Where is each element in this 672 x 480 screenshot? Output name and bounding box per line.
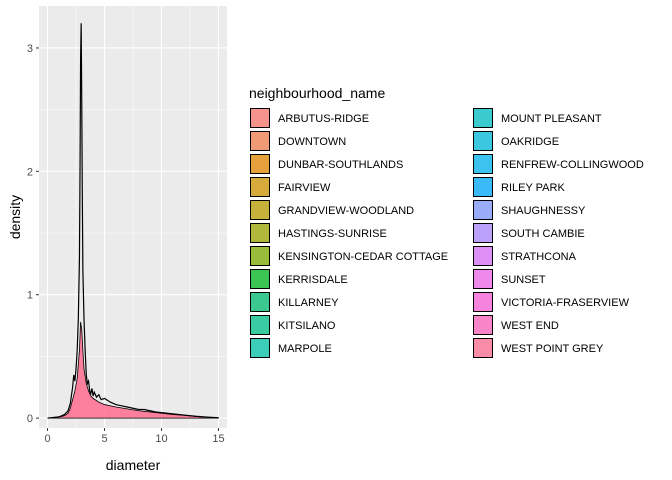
legend-key-swatch: [250, 200, 270, 220]
legend-item: DOWNTOWN: [250, 131, 346, 151]
legend-label: DOWNTOWN: [278, 136, 346, 148]
legend-title: neighbourhood_name: [249, 85, 385, 101]
legend-label: FAIRVIEW: [278, 182, 331, 194]
legend-item: WEST POINT GREY: [473, 338, 604, 358]
legend-key-swatch: [250, 246, 270, 266]
legend-item: ARBUTUS-RIDGE: [250, 108, 369, 128]
legend-item: OAKRIDGE: [473, 131, 559, 151]
legend-label: KILLARNEY: [278, 297, 339, 309]
legend-label: DUNBAR-SOUTHLANDS: [278, 159, 403, 171]
legend-key-swatch: [250, 292, 270, 312]
legend-label: KERRISDALE: [278, 274, 348, 286]
legend-key-swatch: [250, 154, 270, 174]
legend-key-swatch: [250, 269, 270, 289]
legend-key-swatch: [250, 177, 270, 197]
legend-item: VICTORIA-FRASERVIEW: [473, 292, 630, 312]
y-tick-label: 1: [27, 290, 33, 302]
legend-label: KITSILANO: [278, 320, 336, 332]
legend-key-swatch: [473, 338, 493, 358]
legend-label: WEST END: [501, 320, 559, 332]
legend-label: STRATHCONA: [501, 251, 577, 263]
x-tick-label: 5: [101, 433, 107, 445]
legend-label: SOUTH CAMBIE: [501, 228, 585, 240]
legend-item: STRATHCONA: [473, 246, 577, 266]
legend-item: SHAUGHNESSY: [473, 200, 586, 220]
legend-item: KILLARNEY: [250, 292, 339, 312]
legend-key-swatch: [473, 177, 493, 197]
legend-key-swatch: [473, 246, 493, 266]
legend-item: FAIRVIEW: [250, 177, 331, 197]
legend-item: HASTINGS-SUNRISE: [250, 223, 387, 243]
legend-label: RENFREW-COLLINGWOOD: [501, 159, 644, 171]
legend-label: MOUNT PLEASANT: [501, 113, 602, 125]
density-outline-line: [47, 23, 219, 419]
legend-item: WEST END: [473, 315, 559, 335]
legend-key-swatch: [250, 223, 270, 243]
legend-key-swatch: [473, 315, 493, 335]
legend-item: KITSILANO: [250, 315, 336, 335]
legend-item: RILEY PARK: [473, 177, 565, 197]
legend-label: SHAUGHNESSY: [501, 205, 586, 217]
legend-key-swatch: [473, 223, 493, 243]
y-tick-label: 2: [27, 166, 33, 178]
legend-key-swatch: [473, 154, 493, 174]
x-tick-label: 0: [44, 433, 50, 445]
legend: neighbourhood_name ARBUTUS-RIDGE DOWNTOWN…: [249, 85, 644, 358]
legend-item: KENSINGTON-CEDAR COTTAGE: [250, 246, 448, 266]
legend-key-swatch: [473, 269, 493, 289]
legend-item: DUNBAR-SOUTHLANDS: [250, 154, 403, 174]
axes: 0 5 10 15 0 1 2 3: [27, 43, 225, 445]
y-tick-label: 3: [27, 43, 33, 55]
legend-label: ARBUTUS-RIDGE: [278, 113, 369, 125]
legend-label: SUNSET: [501, 274, 546, 286]
legend-label: HASTINGS-SUNRISE: [278, 228, 387, 240]
legend-item: KERRISDALE: [250, 269, 348, 289]
legend-item: MARPOLE: [250, 338, 332, 358]
legend-item: RENFREW-COLLINGWOOD: [473, 154, 644, 174]
legend-label: VICTORIA-FRASERVIEW: [501, 297, 630, 309]
density-layer: [47, 23, 219, 419]
legend-key-swatch: [250, 315, 270, 335]
legend-key-swatch: [473, 108, 493, 128]
legend-item: GRANDVIEW-WOODLAND: [250, 200, 414, 220]
legend-item: MOUNT PLEASANT: [473, 108, 602, 128]
legend-label: GRANDVIEW-WOODLAND: [278, 205, 414, 217]
legend-label: OAKRIDGE: [501, 136, 559, 148]
legend-key-swatch: [250, 131, 270, 151]
legend-key-swatch: [250, 108, 270, 128]
legend-key-swatch: [473, 131, 493, 151]
legend-item: SUNSET: [473, 269, 546, 289]
x-tick-label: 10: [155, 433, 167, 445]
legend-key-swatch: [250, 338, 270, 358]
legend-label: RILEY PARK: [501, 182, 565, 194]
y-axis-title: density: [7, 195, 23, 239]
legend-label: MARPOLE: [278, 343, 332, 355]
legend-items: ARBUTUS-RIDGE DOWNTOWN DUNBAR-SOUTHLANDS FA…: [250, 108, 644, 358]
legend-item: SOUTH CAMBIE: [473, 223, 585, 243]
legend-key-swatch: [473, 292, 493, 312]
x-tick-label: 15: [212, 433, 224, 445]
legend-label: KENSINGTON-CEDAR COTTAGE: [278, 251, 448, 263]
legend-label: WEST POINT GREY: [501, 343, 604, 355]
x-axis-title: diameter: [106, 457, 161, 473]
y-tick-label: 0: [27, 413, 33, 425]
legend-key-swatch: [473, 200, 493, 220]
